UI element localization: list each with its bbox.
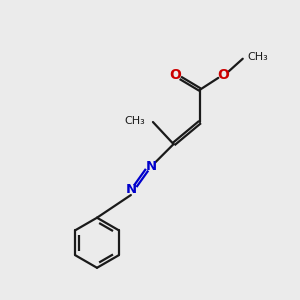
Text: N: N (146, 160, 157, 173)
Text: O: O (169, 68, 181, 82)
Text: CH₃: CH₃ (124, 116, 145, 126)
Text: O: O (218, 68, 230, 82)
Text: N: N (125, 183, 136, 196)
Text: CH₃: CH₃ (247, 52, 268, 62)
